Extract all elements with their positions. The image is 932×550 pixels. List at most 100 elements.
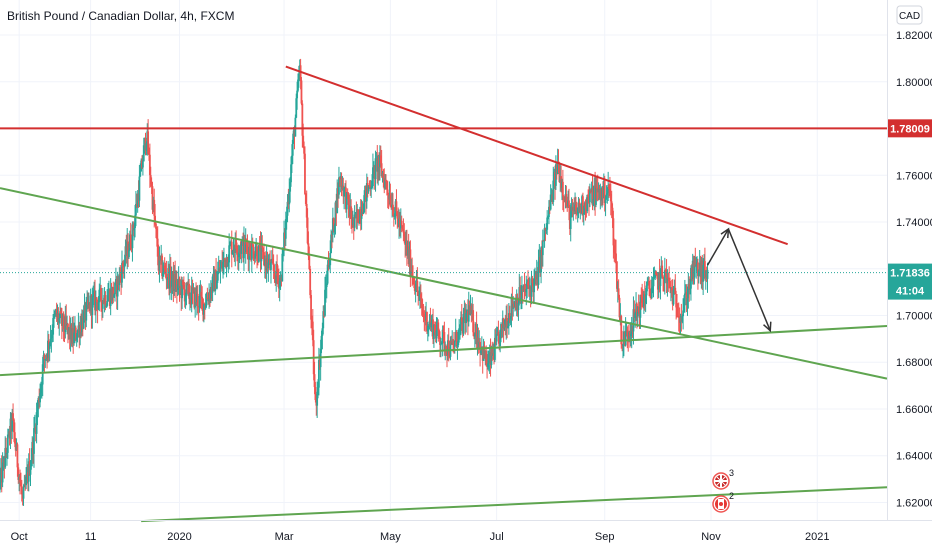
candle[interactable]: [677, 302, 680, 332]
candle[interactable]: [706, 262, 709, 293]
candle[interactable]: [665, 259, 668, 294]
candle[interactable]: [556, 148, 559, 175]
candle[interactable]: [53, 309, 55, 328]
candle[interactable]: [12, 403, 14, 421]
candle[interactable]: [297, 73, 299, 93]
candle[interactable]: [169, 257, 172, 294]
candle[interactable]: [629, 322, 632, 347]
candle[interactable]: [23, 475, 26, 488]
candle[interactable]: [427, 324, 430, 337]
candle[interactable]: [562, 195, 565, 213]
candle[interactable]: [17, 463, 20, 484]
candle[interactable]: [165, 260, 168, 290]
candle[interactable]: [135, 190, 137, 227]
projection-arrow-segment[interactable]: [727, 228, 771, 331]
candle[interactable]: [646, 277, 649, 292]
candle[interactable]: [491, 341, 494, 362]
candle[interactable]: [495, 326, 498, 346]
candle[interactable]: [400, 215, 403, 233]
candle[interactable]: [639, 294, 642, 329]
candle[interactable]: [413, 277, 416, 295]
candle[interactable]: [666, 269, 669, 297]
candle[interactable]: [324, 276, 326, 317]
candle[interactable]: [422, 303, 425, 323]
candle[interactable]: [260, 232, 263, 270]
candle[interactable]: [57, 307, 60, 329]
candle[interactable]: [270, 259, 272, 284]
candle[interactable]: [669, 277, 671, 294]
candle[interactable]: [196, 285, 199, 314]
candle[interactable]: [575, 196, 577, 220]
candle[interactable]: [257, 244, 260, 263]
candle[interactable]: [166, 277, 169, 289]
currency-button[interactable]: CAD: [896, 5, 923, 25]
candle[interactable]: [198, 284, 201, 313]
candle[interactable]: [336, 179, 339, 214]
candle[interactable]: [185, 282, 188, 306]
candle[interactable]: [13, 422, 16, 448]
candle[interactable]: [667, 272, 670, 292]
candle[interactable]: [694, 247, 697, 268]
candle[interactable]: [112, 281, 115, 304]
candle[interactable]: [314, 381, 317, 403]
candle[interactable]: [372, 153, 374, 190]
candle[interactable]: [306, 208, 309, 245]
candle[interactable]: [523, 272, 526, 300]
candle[interactable]: [250, 233, 253, 273]
candle[interactable]: [683, 279, 686, 313]
candle[interactable]: [652, 267, 655, 298]
candle[interactable]: [308, 246, 311, 271]
candle[interactable]: [418, 286, 421, 301]
projection-arrow-segment[interactable]: [706, 228, 730, 266]
candle[interactable]: [576, 207, 579, 223]
candle[interactable]: [261, 235, 264, 260]
candle[interactable]: [615, 261, 618, 292]
candle[interactable]: [60, 307, 62, 315]
candle[interactable]: [104, 291, 107, 311]
candle[interactable]: [457, 329, 460, 348]
candle[interactable]: [121, 260, 124, 274]
candle[interactable]: [494, 329, 496, 363]
candle[interactable]: [322, 305, 325, 335]
candle[interactable]: [222, 251, 224, 279]
candle[interactable]: [430, 315, 433, 332]
candle[interactable]: [659, 268, 662, 300]
candle[interactable]: [426, 322, 429, 342]
candle[interactable]: [94, 290, 97, 324]
candle[interactable]: [304, 146, 306, 196]
candle[interactable]: [121, 250, 123, 288]
candle[interactable]: [459, 324, 461, 340]
candle[interactable]: [43, 353, 46, 372]
candle[interactable]: [178, 276, 181, 302]
candle[interactable]: [62, 311, 65, 342]
candle[interactable]: [458, 319, 461, 343]
candle[interactable]: [648, 276, 651, 297]
candle[interactable]: [595, 175, 597, 208]
candle[interactable]: [537, 249, 540, 289]
candle[interactable]: [149, 166, 152, 187]
candle[interactable]: [609, 183, 612, 216]
candle[interactable]: [499, 329, 502, 353]
candle[interactable]: [561, 169, 564, 211]
candle[interactable]: [353, 205, 356, 232]
candle[interactable]: [548, 200, 550, 225]
candle[interactable]: [22, 484, 25, 506]
candle[interactable]: [465, 304, 468, 333]
candle[interactable]: [605, 185, 608, 200]
candle[interactable]: [25, 467, 28, 490]
candle[interactable]: [40, 381, 42, 398]
candle[interactable]: [294, 114, 297, 137]
candle[interactable]: [674, 274, 677, 295]
candle[interactable]: [582, 192, 584, 223]
candle[interactable]: [42, 350, 45, 371]
candle[interactable]: [211, 274, 214, 302]
support-trend-line[interactable]: [0, 187, 888, 380]
candle[interactable]: [5, 437, 7, 459]
candle[interactable]: [237, 244, 240, 271]
candle[interactable]: [49, 325, 52, 347]
candle[interactable]: [129, 222, 132, 251]
candle[interactable]: [507, 303, 510, 335]
candle[interactable]: [411, 257, 414, 287]
candle[interactable]: [276, 254, 278, 285]
candle[interactable]: [453, 340, 456, 354]
